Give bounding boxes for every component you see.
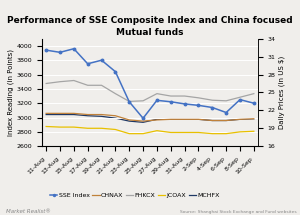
SSE Index	[44, 49, 48, 51]
MCHFX	[252, 117, 256, 120]
MCHFX	[100, 115, 103, 118]
JCOAX	[155, 129, 159, 132]
MCHFX	[128, 120, 131, 122]
Y-axis label: Daily Prices (in US $): Daily Prices (in US $)	[278, 56, 285, 129]
FHKCX	[183, 95, 186, 97]
Title: Performance of SSE Composite Index and China focused
Mutual funds: Performance of SSE Composite Index and C…	[7, 16, 293, 37]
FHKCX	[197, 97, 200, 99]
MCHFX	[86, 114, 89, 117]
JCOAX	[169, 131, 172, 134]
Line: CHNAX: CHNAX	[46, 113, 254, 121]
JCOAX	[114, 128, 117, 131]
MCHFX	[114, 117, 117, 119]
SSE Index	[211, 106, 214, 109]
CHNAX	[169, 118, 172, 121]
FHKCX	[58, 80, 62, 83]
FHKCX	[252, 92, 256, 95]
Text: Market Realist®: Market Realist®	[6, 209, 51, 214]
CHNAX	[58, 112, 62, 115]
CHNAX	[86, 113, 89, 116]
SSE Index	[169, 100, 172, 103]
FHKCX	[44, 82, 48, 85]
MCHFX	[155, 118, 159, 121]
MCHFX	[197, 118, 200, 121]
MCHFX	[183, 118, 186, 121]
JCOAX	[100, 127, 103, 130]
JCOAX	[86, 127, 89, 130]
CHNAX	[155, 119, 159, 121]
FHKCX	[141, 100, 145, 102]
SSE Index	[183, 103, 186, 105]
FHKCX	[169, 95, 172, 97]
CHNAX	[114, 114, 117, 117]
CHNAX	[72, 112, 76, 115]
MCHFX	[169, 118, 172, 121]
CHNAX	[141, 120, 145, 122]
JCOAX	[44, 125, 48, 128]
CHNAX	[44, 112, 48, 115]
Line: FHKCX: FHKCX	[46, 80, 254, 101]
SSE Index	[224, 111, 228, 114]
JCOAX	[224, 132, 228, 135]
CHNAX	[238, 118, 242, 121]
Legend: SSE Index, CHNAX, FHKCX, JCOAX, MCHFX: SSE Index, CHNAX, FHKCX, JCOAX, MCHFX	[47, 190, 222, 201]
SSE Index	[128, 100, 131, 103]
SSE Index	[155, 99, 159, 102]
SSE Index	[100, 59, 103, 61]
Text: Source: Shanghai Stock Exchange and Fund websites: Source: Shanghai Stock Exchange and Fund…	[180, 210, 297, 214]
FHKCX	[128, 100, 131, 103]
JCOAX	[183, 131, 186, 134]
SSE Index	[114, 70, 117, 73]
CHNAX	[252, 117, 256, 120]
MCHFX	[72, 113, 76, 116]
CHNAX	[224, 119, 228, 122]
MCHFX	[44, 113, 48, 116]
JCOAX	[58, 126, 62, 128]
FHKCX	[211, 99, 214, 101]
Line: SSE Index: SSE Index	[45, 48, 255, 120]
JCOAX	[141, 132, 145, 135]
FHKCX	[72, 79, 76, 82]
JCOAX	[72, 126, 76, 128]
SSE Index	[238, 98, 242, 101]
JCOAX	[238, 131, 242, 133]
Line: MCHFX: MCHFX	[46, 115, 254, 122]
MCHFX	[58, 113, 62, 116]
MCHFX	[141, 121, 145, 124]
MCHFX	[211, 119, 214, 122]
Y-axis label: Index Reading (in Points): Index Reading (in Points)	[7, 49, 14, 136]
JCOAX	[197, 131, 200, 134]
FHKCX	[224, 100, 228, 102]
JCOAX	[128, 132, 131, 135]
CHNAX	[197, 118, 200, 121]
CHNAX	[211, 119, 214, 122]
Line: JCOAX: JCOAX	[46, 126, 254, 134]
SSE Index	[252, 102, 256, 104]
FHKCX	[238, 96, 242, 98]
CHNAX	[128, 119, 131, 121]
FHKCX	[155, 92, 159, 95]
SSE Index	[141, 117, 145, 120]
SSE Index	[58, 51, 62, 54]
CHNAX	[100, 113, 103, 116]
FHKCX	[86, 84, 89, 87]
MCHFX	[224, 119, 228, 122]
MCHFX	[238, 118, 242, 121]
FHKCX	[100, 84, 103, 87]
SSE Index	[86, 63, 89, 65]
FHKCX	[114, 92, 117, 95]
JCOAX	[252, 130, 256, 133]
SSE Index	[197, 104, 200, 107]
JCOAX	[211, 132, 214, 135]
CHNAX	[183, 118, 186, 121]
SSE Index	[72, 48, 76, 50]
